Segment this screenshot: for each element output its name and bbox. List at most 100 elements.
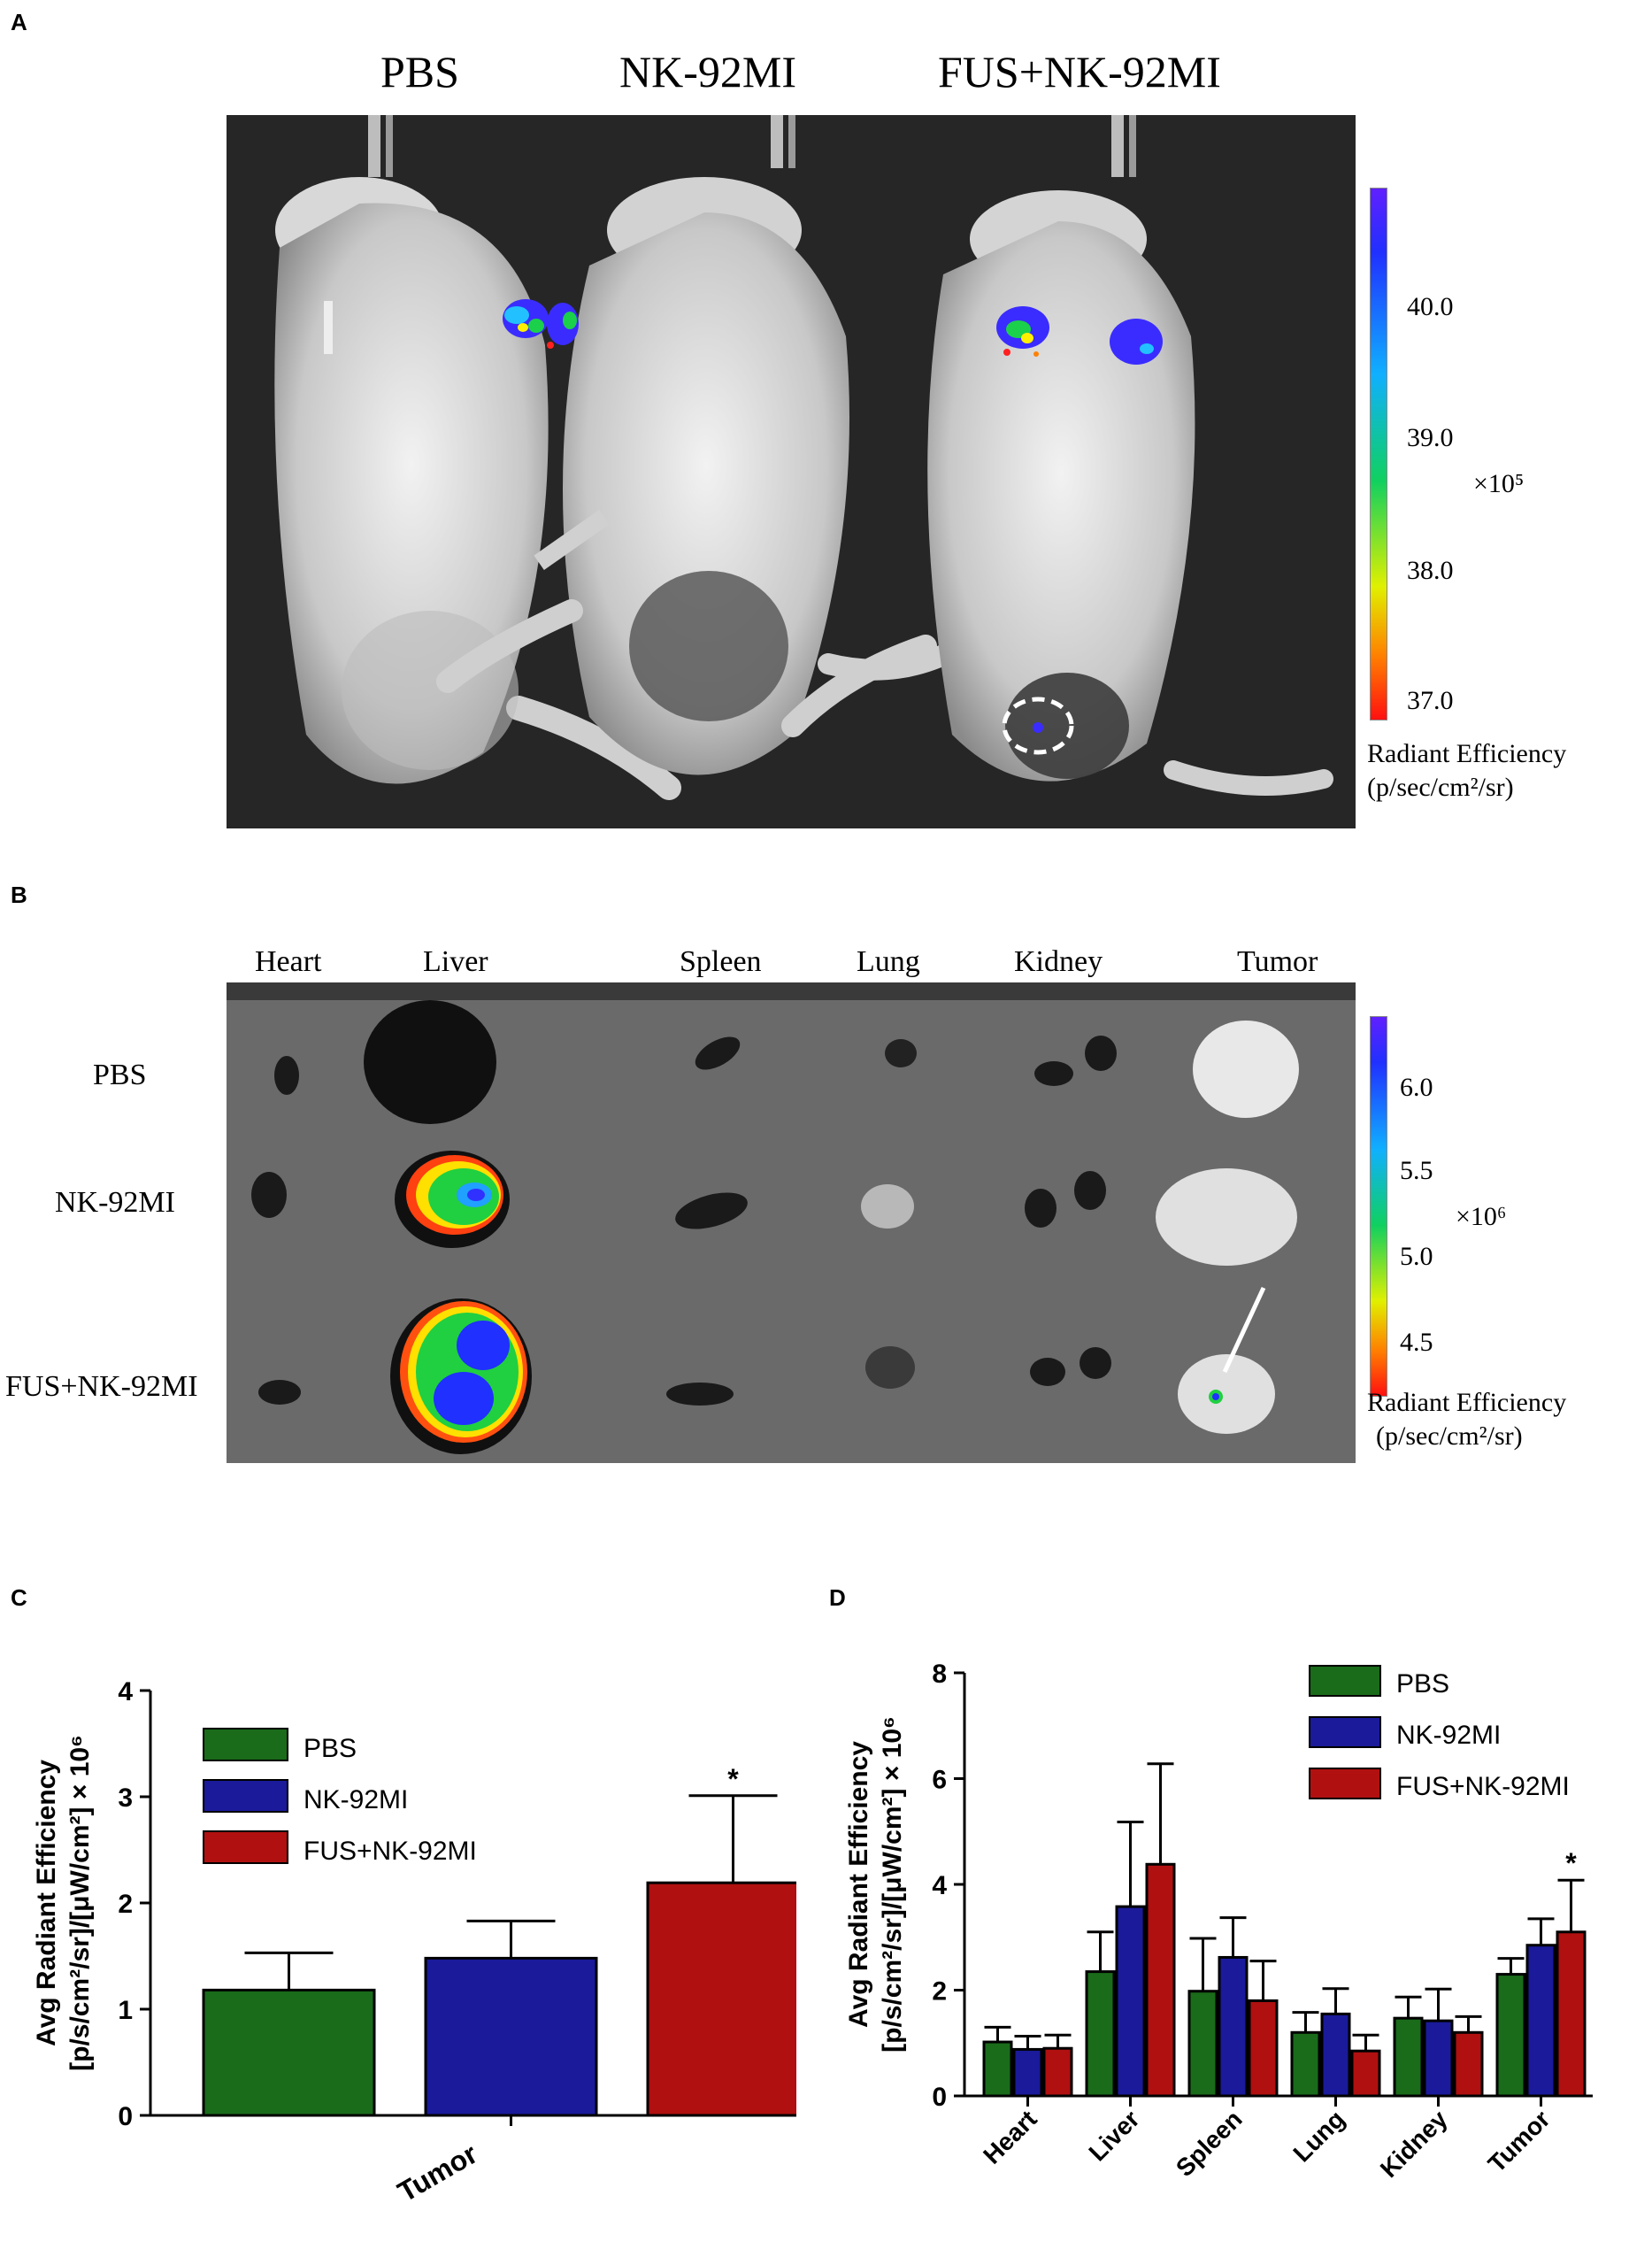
panel-b-colorbar-tick-3: 5.0 — [1400, 1242, 1433, 1271]
liver-fus-nk92mi-signal — [390, 1298, 532, 1454]
panel-a-colorbar-tick-4: 37.0 — [1407, 686, 1454, 715]
tumor-highlight-circle — [1002, 697, 1074, 755]
y-tick-label: 3 — [118, 1783, 133, 1813]
mouse-fluorescence-image — [227, 115, 1356, 828]
legend-label: PBS — [1396, 1669, 1449, 1699]
y-tick-label: 0 — [932, 2083, 947, 2112]
bar — [1423, 2019, 1454, 2098]
bar — [1085, 1970, 1116, 2098]
bar — [1556, 1930, 1587, 2098]
bar — [1290, 2030, 1321, 2098]
x-category-label: Tumor — [1483, 2105, 1556, 2177]
organ-image-drawing — [227, 982, 1356, 1454]
y-tick-label: 8 — [932, 1660, 947, 1689]
bar — [1248, 1999, 1279, 2098]
x-category-label: Kidney — [1375, 2105, 1453, 2183]
y-tick-label: 1 — [118, 1996, 133, 2025]
panel-b-row-label-fus-nk92mi: FUS+NK-92MI — [5, 1370, 198, 1403]
bar — [1012, 2047, 1043, 2098]
panel-a-colorbar-tick-3: 38.0 — [1407, 556, 1454, 585]
panel-b-colorbar-title: Radiant Efficiency — [1367, 1388, 1567, 1417]
y-axis-label-line2: [p/s/cm²/sr]/[μW/cm²] × 10⁶ — [878, 1716, 907, 2053]
bar — [1350, 2049, 1381, 2098]
legend-swatch — [203, 1830, 288, 1864]
panel-a-group-label-pbs: PBS — [380, 47, 459, 96]
bar — [1525, 1944, 1556, 2098]
tumor-arrow — [1222, 1286, 1266, 1374]
bar — [1495, 1973, 1526, 2098]
panel-letter-a: A — [11, 9, 27, 35]
panel-a-colorbar-tick-1: 40.0 — [1407, 292, 1454, 321]
mouse-fus-nk92mi — [781, 190, 1333, 796]
panel-a-colorbar-tick-2: 39.0 — [1407, 423, 1454, 452]
legend-swatch — [203, 1779, 288, 1813]
legend-label: NK-92MI — [304, 1785, 408, 1814]
panel-letter-b: B — [11, 882, 27, 908]
x-category-label: Spleen — [1171, 2105, 1248, 2182]
panel-a-colorbar — [1370, 188, 1387, 720]
legend-label: PBS — [304, 1734, 357, 1763]
organ-label-spleen: Spleen — [680, 945, 762, 978]
significance-marker: * — [727, 1763, 739, 1795]
organ-fluorescence-image — [227, 982, 1356, 1463]
panel-b-row-label-pbs: PBS — [93, 1059, 147, 1091]
legend-swatch — [203, 1728, 288, 1761]
legend-swatch — [1309, 1716, 1381, 1748]
bar — [202, 1988, 376, 2117]
legend-swatch — [1309, 1665, 1381, 1697]
organ-label-liver: Liver — [423, 945, 488, 978]
organ-label-kidney: Kidney — [1014, 945, 1103, 978]
legend-label: FUS+NK-92MI — [304, 1837, 477, 1866]
y-tick-label: 4 — [932, 1871, 947, 1900]
bar — [982, 2040, 1013, 2098]
mouse-fus-nk92mi-signal — [996, 306, 1163, 365]
panel-a-colorbar-units: (p/sec/cm²/sr) — [1367, 773, 1514, 802]
x-category-label: Heart — [978, 2105, 1042, 2169]
bar — [1115, 1905, 1146, 2098]
y-tick-label: 6 — [932, 1766, 947, 1795]
liver-nk92mi-signal — [395, 1151, 510, 1248]
panel-letter-c: C — [11, 1584, 27, 1611]
bar — [424, 1956, 598, 2117]
panel-a-group-label-fus-nk92mi: FUS+NK-92MI — [938, 47, 1221, 96]
bar — [1145, 1862, 1176, 2098]
panel-b-colorbar-units: (p/sec/cm²/sr) — [1376, 1421, 1523, 1451]
panel-b-colorbar-tick-4: 4.5 — [1400, 1328, 1433, 1357]
panel-a-colorbar-multiplier: ×10⁵ — [1473, 469, 1525, 498]
y-tick-label: 4 — [118, 1677, 133, 1706]
mouse-nk92mi-signal — [503, 299, 579, 349]
panel-b-colorbar — [1370, 1016, 1387, 1397]
bar — [1453, 2030, 1484, 2098]
organ-label-tumor: Tumor — [1237, 945, 1318, 978]
panel-b-row-label-nk92mi: NK-92MI — [55, 1186, 175, 1219]
panel-b-colorbar-tick-2: 5.5 — [1400, 1156, 1433, 1185]
panel-a-colorbar-title: Radiant Efficiency — [1367, 739, 1567, 768]
x-category-label: Lung — [1287, 2105, 1349, 2167]
x-category-label: Tumor — [392, 2138, 482, 2208]
tumor-fus-nk92mi-signal — [1178, 1286, 1275, 1434]
organ-label-heart: Heart — [255, 945, 322, 978]
chart-d: 0 2 4 6 8 Avg Radiant Efficiency [p/s/cm²/sr]/… — [844, 1660, 1593, 2183]
panel-a-group-label-nk92mi: NK-92MI — [619, 47, 796, 96]
organ-label-lung: Lung — [857, 945, 920, 978]
panel-letter-d: D — [829, 1584, 846, 1611]
y-axis-label-line2: [p/s/cm²/sr]/[μW/cm²] × 10⁶ — [65, 1735, 95, 2071]
bar — [1187, 1990, 1218, 2098]
legend-label: FUS+NK-92MI — [1396, 1772, 1570, 1801]
y-tick-label: 2 — [118, 1890, 133, 1919]
bar — [1393, 2016, 1424, 2098]
y-axis-label-line1: Avg Radiant Efficiency — [32, 1760, 61, 2046]
bar — [646, 1881, 796, 2117]
y-axis-label-line1: Avg Radiant Efficiency — [844, 1741, 873, 2028]
mouse-image-drawing — [274, 115, 1333, 800]
bar — [1320, 2012, 1351, 2098]
bar — [1218, 1955, 1249, 2098]
significance-marker: * — [1565, 1847, 1577, 1879]
legend-swatch — [1309, 1768, 1381, 1799]
legend-label: NK-92MI — [1396, 1721, 1501, 1750]
y-tick-label: 0 — [118, 2102, 133, 2131]
y-tick-label: 2 — [932, 1977, 947, 2007]
chart-c: 0 1 2 3 4 Avg Radiant Efficiency [p/s/cm²/sr]/… — [32, 1677, 796, 2208]
bar — [1042, 2046, 1073, 2098]
x-category-label: Liver — [1083, 2105, 1144, 2166]
